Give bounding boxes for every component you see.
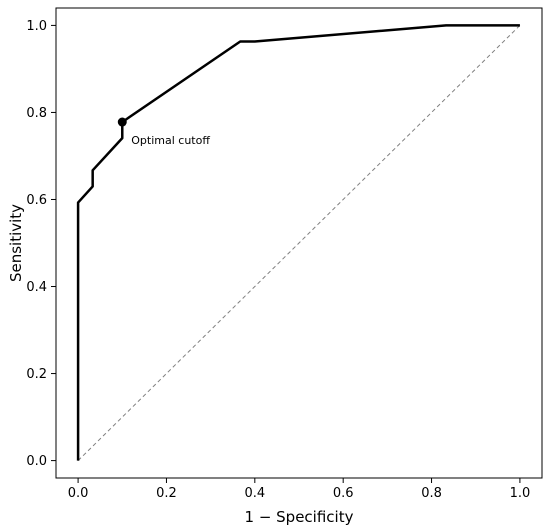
x-tick-label: 0.8 bbox=[421, 486, 442, 501]
y-tick-label: 0.4 bbox=[26, 280, 47, 295]
x-axis-label: 1 − Specificity bbox=[245, 508, 354, 526]
x-tick-label: 0.6 bbox=[333, 486, 354, 501]
x-tick-label: 0.4 bbox=[244, 486, 265, 501]
optimal-cutoff-point bbox=[117, 117, 127, 127]
y-tick-label: 0.2 bbox=[26, 367, 47, 382]
y-tick-label: 0.0 bbox=[26, 454, 47, 469]
y-tick-label: 1.0 bbox=[26, 19, 47, 34]
x-tick-label: 0.2 bbox=[156, 486, 177, 501]
y-axis-ticks: 0.0 0.2 0.4 0.6 0.8 1.0 bbox=[26, 19, 56, 469]
x-tick-label: 0.0 bbox=[68, 486, 89, 501]
chance-diagonal-line bbox=[77, 25, 521, 461]
optimal-cutoff-label: Optimal cutoff bbox=[131, 134, 210, 147]
roc-curve-line bbox=[76, 24, 520, 461]
y-axis-label: Sensitivity bbox=[7, 204, 25, 282]
y-tick-label: 0.6 bbox=[26, 193, 47, 208]
x-axis-ticks: 0.0 0.2 0.4 0.6 0.8 1.0 bbox=[68, 478, 531, 501]
x-tick-label: 1.0 bbox=[510, 486, 531, 501]
y-tick-label: 0.8 bbox=[26, 106, 47, 121]
